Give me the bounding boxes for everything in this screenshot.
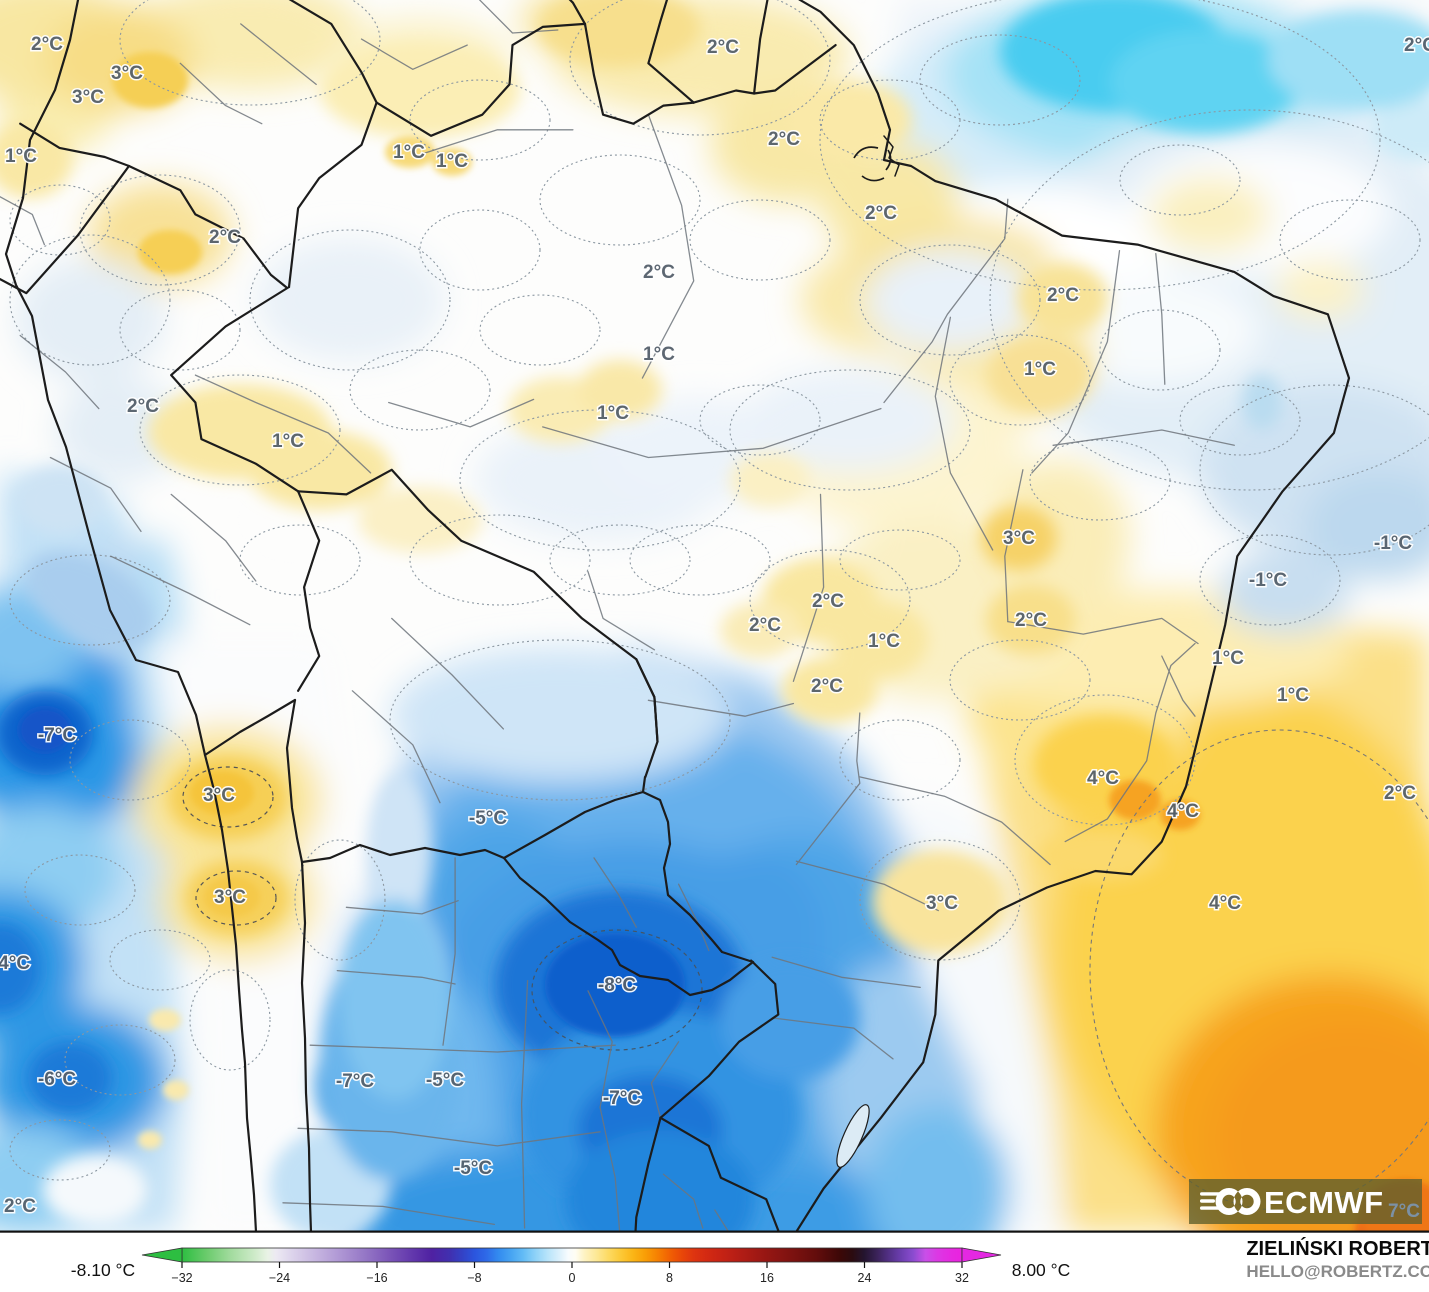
svg-text:32: 32 [955, 1271, 969, 1285]
svg-text:16: 16 [760, 1271, 774, 1285]
svg-text:4°C: 4°C [1087, 768, 1119, 789]
svg-text:2°C: 2°C [1384, 783, 1416, 804]
svg-text:0: 0 [569, 1271, 576, 1285]
svg-text:-5°C: -5°C [426, 1070, 464, 1091]
svg-text:2°C: 2°C [707, 37, 739, 58]
svg-text:-8°C: -8°C [598, 975, 636, 996]
svg-text:-7°C: -7°C [336, 1071, 374, 1092]
svg-text:1°C: 1°C [1277, 685, 1309, 706]
svg-text:2°C: 2°C [749, 615, 781, 636]
svg-text:2°C: 2°C [812, 591, 844, 612]
svg-text:1°C: 1°C [597, 403, 629, 424]
svg-text:1°C: 1°C [5, 146, 37, 167]
svg-text:HELLO@ROBERTZ.CO: HELLO@ROBERTZ.CO [1246, 1262, 1429, 1281]
svg-text:2°C: 2°C [209, 227, 241, 248]
svg-text:1°C: 1°C [643, 344, 675, 365]
svg-text:1°C: 1°C [436, 151, 468, 172]
svg-text:1°C: 1°C [1212, 648, 1244, 669]
svg-text:24: 24 [858, 1271, 872, 1285]
svg-text:3°C: 3°C [1003, 528, 1035, 549]
svg-text:-4°C: -4°C [0, 953, 30, 974]
svg-text:2°C: 2°C [768, 129, 800, 150]
svg-text:2°C: 2°C [4, 1196, 36, 1217]
svg-text:3°C: 3°C [926, 893, 958, 914]
svg-text:-1°C: -1°C [1374, 533, 1412, 554]
svg-text:8: 8 [666, 1271, 673, 1285]
svg-text:2°C: 2°C [127, 396, 159, 417]
svg-text:2°C: 2°C [1015, 610, 1047, 631]
svg-text:−8: −8 [467, 1271, 481, 1285]
svg-text:1°C: 1°C [1024, 359, 1056, 380]
svg-text:2°C: 2°C [865, 203, 897, 224]
svg-text:2°C: 2°C [1047, 285, 1079, 306]
svg-text:2°C: 2°C [811, 676, 843, 697]
svg-text:ECMWF: ECMWF [1264, 1185, 1384, 1220]
svg-text:3°C: 3°C [214, 887, 246, 908]
svg-text:-7°C: -7°C [603, 1088, 641, 1109]
svg-text:-6°C: -6°C [38, 1069, 76, 1090]
svg-text:-5°C: -5°C [469, 808, 507, 829]
svg-text:-5°C: -5°C [454, 1158, 492, 1179]
svg-text:1°C: 1°C [393, 142, 425, 163]
svg-text:-8.10 °C: -8.10 °C [71, 1260, 135, 1280]
svg-text:-7°C: -7°C [38, 725, 76, 746]
svg-text:1°C: 1°C [272, 431, 304, 452]
svg-text:-1°C: -1°C [1249, 570, 1287, 591]
svg-text:3°C: 3°C [111, 63, 143, 84]
svg-text:3°C: 3°C [72, 87, 104, 108]
svg-text:4°C: 4°C [1167, 801, 1199, 822]
svg-text:−32: −32 [171, 1271, 192, 1285]
svg-text:2°C: 2°C [1404, 35, 1429, 56]
svg-text:1°C: 1°C [868, 631, 900, 652]
svg-text:ZIELIŃSKI ROBERT: ZIELIŃSKI ROBERT [1246, 1237, 1429, 1260]
svg-text:−24: −24 [269, 1271, 290, 1285]
svg-text:−16: −16 [366, 1271, 387, 1285]
svg-text:7°C: 7°C [1388, 1201, 1420, 1222]
svg-text:2°C: 2°C [31, 34, 63, 55]
svg-text:3°C: 3°C [203, 785, 235, 806]
svg-text:8.00 °C: 8.00 °C [1012, 1260, 1071, 1280]
svg-text:4°C: 4°C [1209, 893, 1241, 914]
svg-text:2°C: 2°C [643, 262, 675, 283]
